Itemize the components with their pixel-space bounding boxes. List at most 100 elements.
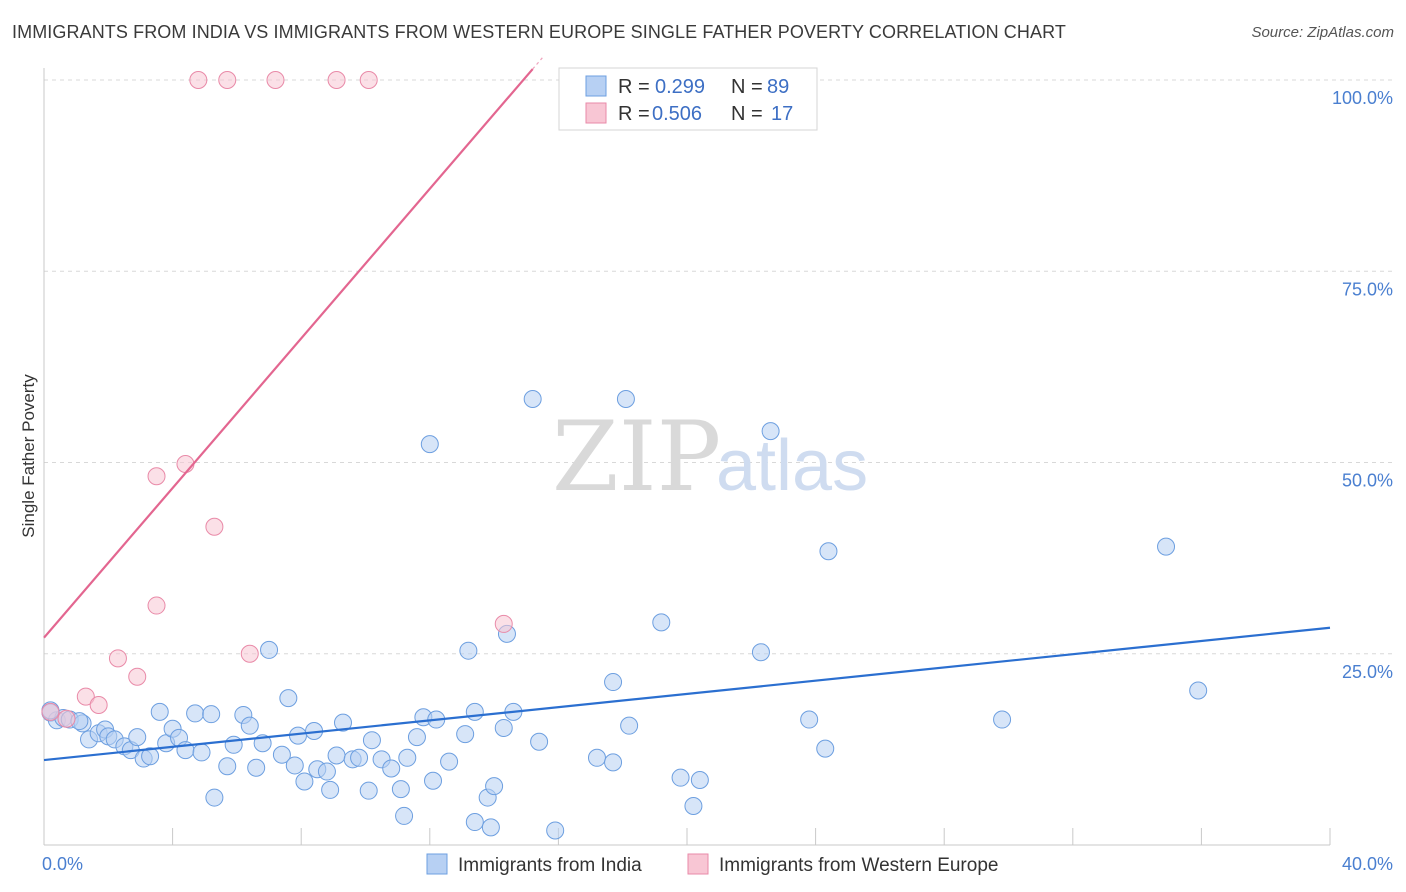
- weu-point: [89, 696, 108, 715]
- x-tick-labels: 0.0% 40.0%: [42, 854, 1393, 874]
- series-legend: Immigrants from India Immigrants from We…: [426, 853, 998, 876]
- india-point: [620, 716, 639, 735]
- india-point: [690, 770, 709, 789]
- bottom-legend-weu-label: Immigrants from Western Europe: [719, 855, 998, 876]
- weu-point: [41, 702, 60, 721]
- india-point: [350, 748, 369, 767]
- india-point: [150, 702, 169, 721]
- y-tick-labels: 25.0% 50.0% 75.0% 100.0%: [1332, 88, 1393, 682]
- grid-layer: [44, 79, 1392, 655]
- india-point: [186, 704, 205, 723]
- india-point: [465, 813, 484, 832]
- legend-india-swatch: [585, 75, 607, 97]
- india-point: [761, 422, 780, 441]
- india-point: [205, 788, 224, 807]
- india-point: [260, 640, 279, 659]
- weu-point: [176, 455, 195, 474]
- bottom-legend-india-label: Immigrants from India: [458, 855, 642, 876]
- y-axis-label: Single Father Poverty: [19, 374, 38, 538]
- y-tick-label: 75.0%: [1342, 279, 1393, 299]
- india-point: [604, 753, 623, 772]
- india-point: [494, 718, 513, 737]
- legend-weu-swatch: [585, 102, 607, 124]
- weu-point: [218, 71, 237, 89]
- india-point: [285, 756, 304, 775]
- india-point: [684, 796, 703, 815]
- stats-legend: R = 0.299 N = 89 R = 0.506 N = 17: [558, 67, 818, 131]
- india-point: [398, 748, 417, 767]
- india-point: [819, 542, 838, 561]
- weu-point: [128, 667, 147, 686]
- legend-weu-n-value: 17: [771, 103, 793, 125]
- india-point: [616, 390, 635, 409]
- x-tick-label: 0.0%: [42, 854, 83, 874]
- india-point: [362, 731, 381, 750]
- india-point: [993, 710, 1012, 729]
- bottom-legend-weu-swatch: [687, 853, 709, 875]
- weu-point: [147, 596, 166, 615]
- india-point: [321, 780, 340, 799]
- legend-weu-n-label: N =: [731, 103, 763, 125]
- x-tick-marks: [43, 828, 1331, 845]
- watermark-zip: ZIP: [552, 401, 721, 513]
- india-point: [141, 747, 160, 766]
- india-point: [420, 435, 439, 454]
- india-point: [485, 777, 504, 796]
- india-point: [800, 710, 819, 729]
- india-point: [333, 713, 352, 732]
- legend-weu-r-label: R =: [618, 103, 650, 125]
- india-point: [407, 728, 426, 747]
- weu-point: [147, 467, 166, 486]
- weu-point: [327, 71, 346, 89]
- india-point: [317, 762, 336, 781]
- weu-point: [240, 644, 259, 663]
- legend-india-r-label: R =: [618, 76, 650, 98]
- india-point: [456, 725, 475, 744]
- y-tick-label: 100.0%: [1332, 88, 1393, 108]
- india-point: [440, 752, 459, 771]
- chart-source: Source: ZipAtlas.com: [1251, 24, 1394, 41]
- india-point: [587, 748, 606, 767]
- weu-points: [41, 71, 513, 728]
- legend-india-n-label: N =: [731, 76, 763, 98]
- india-point: [424, 771, 443, 790]
- india-point: [751, 643, 770, 662]
- india-point: [523, 390, 542, 409]
- india-point: [481, 818, 500, 837]
- weu-point: [359, 71, 378, 89]
- india-point: [279, 689, 298, 708]
- india-point: [327, 746, 346, 765]
- india-point: [192, 743, 211, 762]
- bottom-legend-india-swatch: [426, 853, 448, 875]
- x-tick-label: 40.0%: [1342, 854, 1393, 874]
- india-point: [218, 757, 237, 776]
- india-point: [1157, 537, 1176, 556]
- weu-point: [57, 709, 76, 728]
- india-point: [530, 732, 549, 751]
- india-point: [395, 806, 414, 825]
- weu-point: [108, 649, 127, 668]
- india-point: [240, 716, 259, 735]
- weu-trend-line: [43, 68, 534, 639]
- legend-india-r-value: 0.299: [655, 76, 705, 98]
- india-point: [1189, 681, 1208, 700]
- trend-lines: [43, 57, 1331, 762]
- watermark-atlas: atlas: [716, 426, 868, 506]
- chart-title: IMMIGRANTS FROM INDIA VS IMMIGRANTS FROM…: [12, 22, 1066, 42]
- india-point: [128, 728, 147, 747]
- india-point: [546, 821, 565, 840]
- india-point: [359, 781, 378, 800]
- weu-point: [205, 517, 224, 536]
- weu-point: [266, 71, 285, 89]
- watermark: ZIP atlas: [552, 401, 868, 513]
- india-point: [382, 759, 401, 778]
- india-point: [202, 705, 221, 724]
- legend-india-n-value: 89: [767, 76, 789, 98]
- y-tick-label: 50.0%: [1342, 471, 1393, 491]
- weu-trend-extension: [532, 57, 543, 70]
- india-point: [459, 641, 478, 660]
- india-trend-line: [43, 626, 1331, 762]
- india-point: [272, 745, 291, 764]
- india-point: [465, 702, 484, 721]
